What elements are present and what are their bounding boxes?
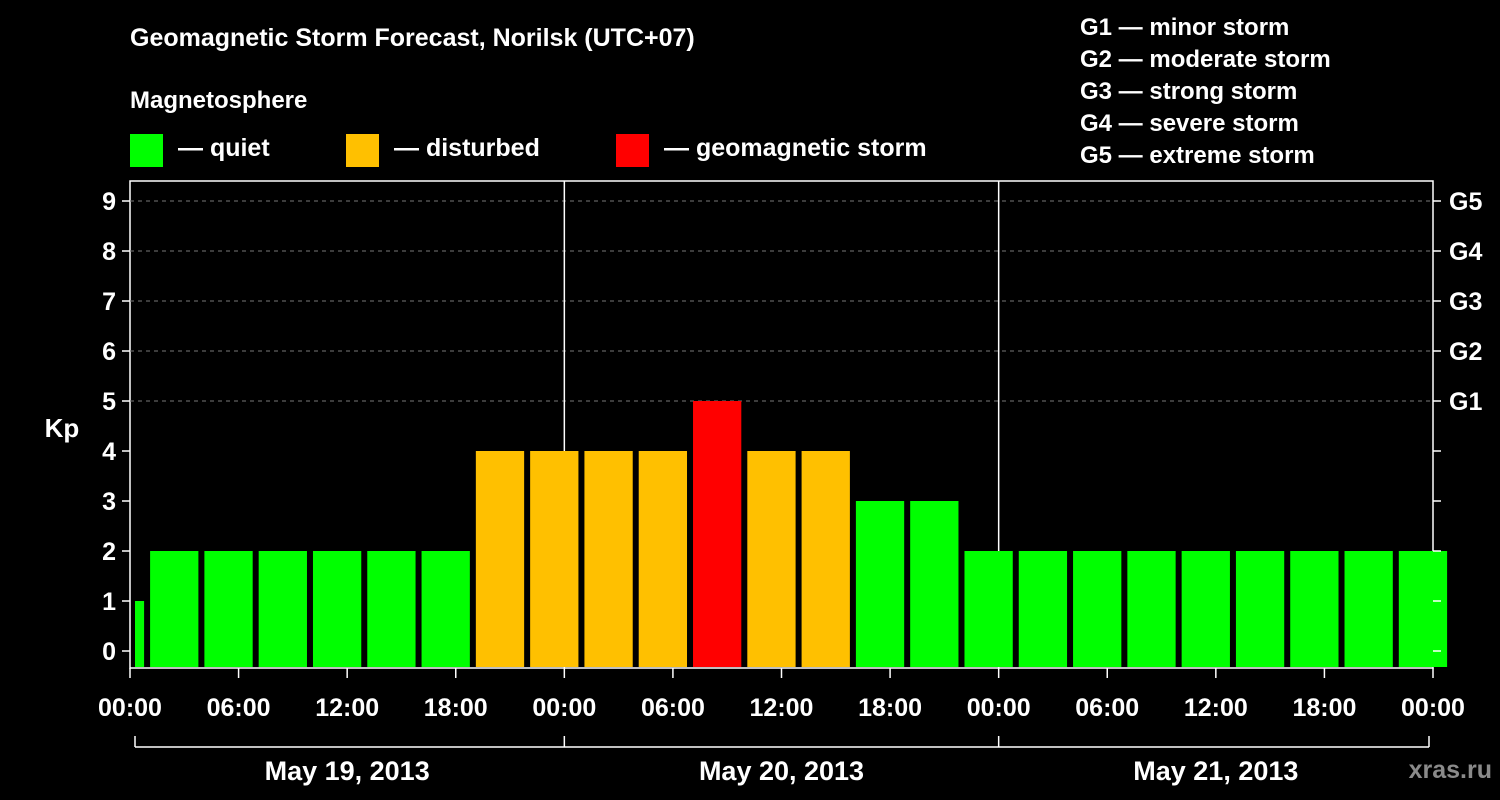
y-tick-label: 6 (102, 338, 116, 366)
x-tick-label: 18:00 (1292, 694, 1356, 722)
kp-bar (1344, 551, 1393, 667)
storm-scale-g2: G2 — moderate storm (1080, 46, 1331, 73)
day-label: May 19, 2013 (265, 756, 430, 786)
x-tick-label: 06:00 (641, 694, 705, 722)
y-axis-label: Kp (45, 413, 80, 443)
x-tick-label: 00:00 (967, 694, 1031, 722)
x-tick-label: 12:00 (1184, 694, 1248, 722)
legend-storm-swatch (616, 134, 649, 167)
x-tick-label: 06:00 (1075, 694, 1139, 722)
storm-scale-g5: G5 — extreme storm (1080, 142, 1315, 169)
storm-scale-g4: G4 — severe storm (1080, 110, 1299, 137)
kp-bar (1235, 551, 1285, 667)
kp-bar (747, 451, 796, 667)
kp-bar (638, 451, 688, 667)
x-tick-label: 12:00 (750, 694, 814, 722)
kp-bar (1181, 551, 1230, 667)
legend-disturbed-swatch (346, 134, 379, 167)
x-tick-label: 06:00 (207, 694, 271, 722)
kp-bar (855, 501, 905, 667)
kp-bar (1398, 551, 1448, 667)
x-tick-label: 18:00 (858, 694, 922, 722)
g-level-label: G4 (1449, 238, 1482, 266)
kp-bar (801, 451, 850, 667)
x-tick-label: 18:00 (424, 694, 488, 722)
day-label: May 21, 2013 (1133, 756, 1298, 786)
y-tick-label: 4 (102, 438, 116, 466)
kp-bar (135, 601, 145, 667)
kp-bar (258, 551, 307, 667)
kp-bar (421, 551, 470, 667)
magnetosphere-heading: Magnetosphere (130, 87, 308, 114)
x-tick-label: 12:00 (315, 694, 379, 722)
chart-title: Geomagnetic Storm Forecast, Norilsk (UTC… (130, 24, 695, 52)
y-tick-label: 8 (102, 238, 116, 266)
legend-quiet-label: — quiet (178, 134, 270, 162)
y-tick-label: 5 (102, 388, 116, 416)
kp-bar (150, 551, 199, 667)
kp-bar (204, 551, 253, 667)
kp-bar (312, 551, 362, 667)
legend-storm-label: — geomagnetic storm (664, 134, 927, 162)
kp-bar (475, 451, 525, 667)
y-tick-label: 0 (102, 638, 116, 666)
legend-quiet-swatch (130, 134, 163, 167)
kp-bar (1018, 551, 1068, 667)
watermark: xras.ru (1408, 756, 1492, 784)
kp-bar (584, 451, 633, 667)
y-tick-label: 2 (102, 538, 116, 566)
x-tick-label: 00:00 (98, 694, 162, 722)
g-level-label: G3 (1449, 288, 1482, 316)
kp-bar (530, 451, 579, 667)
kp-bar (910, 501, 959, 667)
g-level-label: G5 (1449, 188, 1482, 216)
y-tick-label: 1 (102, 588, 116, 616)
kp-bar (1127, 551, 1176, 667)
kp-bar (367, 551, 416, 667)
y-tick-label: 3 (102, 488, 116, 516)
storm-scale-g3: G3 — strong storm (1080, 78, 1298, 105)
kp-bar (693, 401, 742, 667)
x-tick-label: 00:00 (1401, 694, 1465, 722)
y-tick-label: 9 (102, 188, 116, 216)
y-tick-label: 7 (102, 288, 116, 316)
kp-bar (1073, 551, 1122, 667)
day-label: May 20, 2013 (699, 756, 864, 786)
g-level-label: G1 (1449, 388, 1482, 416)
g-level-label: G2 (1449, 338, 1482, 366)
kp-bar (1290, 551, 1339, 667)
x-tick-label: 00:00 (532, 694, 596, 722)
storm-scale-g1: G1 — minor storm (1080, 14, 1290, 41)
kp-bar (964, 551, 1013, 667)
legend-disturbed-label: — disturbed (394, 134, 540, 162)
